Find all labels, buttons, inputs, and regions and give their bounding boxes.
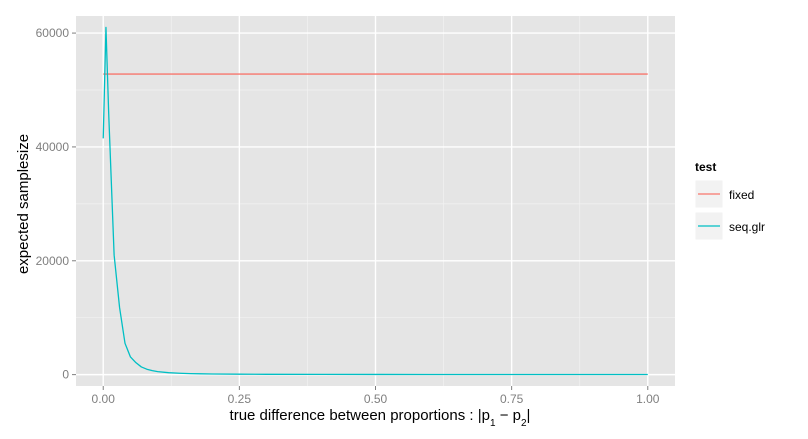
- legend-item-fixed: fixed: [694, 179, 754, 209]
- series-lines: [102, 26, 648, 376]
- y-axis-ticks: 0 20000 40000 60000: [36, 26, 76, 382]
- x-tick-label: 0.75: [500, 392, 524, 406]
- x-tick-label: 0.00: [92, 392, 116, 406]
- legend-label-seq-glr: seq.glr: [729, 220, 765, 234]
- y-tick-label: 40000: [36, 140, 70, 154]
- x-axis-ticks: 0.00 0.25 0.50 0.75 1.00: [92, 386, 660, 406]
- y-axis-title: expected samplesize: [15, 134, 32, 274]
- y-tick-label: 20000: [36, 254, 70, 268]
- legend-title: test: [695, 160, 716, 174]
- y-tick-label: 0: [62, 368, 69, 382]
- x-axis-title: true difference between proportions : |p…: [230, 407, 531, 429]
- legend-label-fixed: fixed: [729, 188, 754, 202]
- legend-item-seq-glr: seq.glr: [694, 211, 765, 241]
- y-tick-label: 60000: [36, 26, 70, 40]
- series-line-seq-glr: [102, 26, 648, 376]
- grid-lines: [76, 16, 675, 386]
- x-tick-label: 0.50: [364, 392, 388, 406]
- legend: test fixed seq.glr: [694, 160, 765, 241]
- x-tick-label: 1.00: [636, 392, 660, 406]
- x-tick-label: 0.25: [228, 392, 252, 406]
